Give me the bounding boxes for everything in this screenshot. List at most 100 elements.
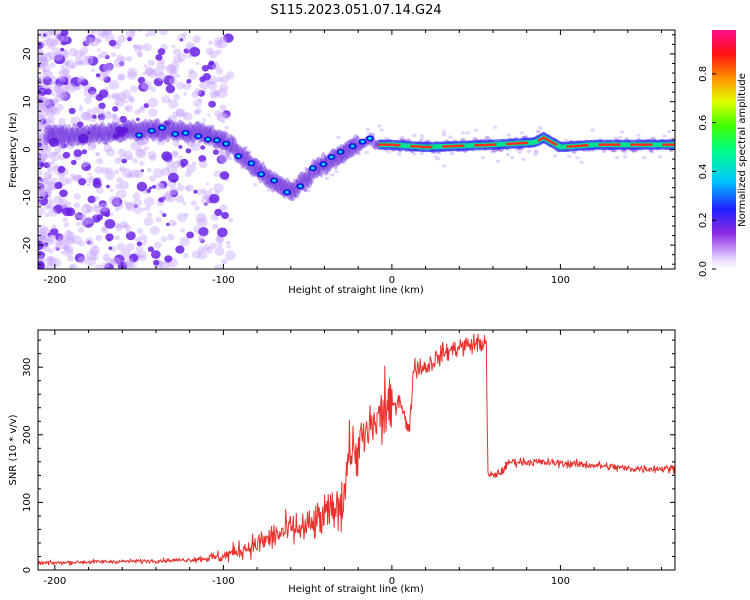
noise-blob: [40, 162, 45, 167]
noise-blob: [210, 80, 215, 85]
noise-blob: [78, 214, 86, 222]
noise-blob: [127, 67, 138, 78]
snr-series-line: [38, 333, 675, 566]
noise-blob: [180, 158, 189, 167]
noise-blob: [146, 188, 151, 193]
noise-blob: [127, 155, 134, 161]
noise-blob: [47, 234, 56, 242]
noise-blob: [195, 61, 200, 66]
y-tick-label: 300: [22, 358, 33, 377]
noise-blob: [82, 40, 90, 47]
noise-blob: [70, 77, 82, 87]
noise-blob: [193, 189, 198, 194]
ridge-halo: [190, 124, 198, 144]
spectrogram-y-ticks: -20 -10 0 10 20: [22, 34, 675, 265]
noise-blob: [186, 79, 192, 84]
noise-blob: [73, 149, 83, 158]
noise-blob: [51, 224, 57, 230]
noise-blob: [46, 236, 54, 243]
noise-blob: [331, 148, 336, 153]
noise-blob: [168, 77, 177, 85]
x-tick-label: 100: [551, 576, 570, 587]
noise-blob: [252, 157, 258, 161]
noise-blob: [110, 52, 117, 58]
noise-blob: [60, 35, 69, 43]
noise-blob: [215, 49, 222, 55]
noise-blob: [144, 67, 155, 76]
noise-blob: [82, 55, 94, 66]
noise-blob: [52, 85, 62, 94]
noise-blob: [177, 182, 181, 186]
noise-blob: [117, 34, 127, 44]
noise-blob: [62, 151, 71, 159]
noise-blob: [112, 106, 119, 112]
noise-blob: [213, 183, 224, 193]
noise-blob: [113, 58, 125, 68]
noise-blob: [110, 260, 117, 266]
ridge-halo: [45, 124, 52, 144]
noise-blob: [115, 183, 122, 190]
noise-blob: [58, 75, 64, 80]
ridge-halo: [47, 124, 54, 144]
noise-blob: [38, 87, 47, 97]
noise-blob: [198, 155, 207, 163]
noise-blob: [266, 188, 271, 192]
noise-blob: [143, 103, 149, 109]
noise-blob: [132, 158, 139, 164]
noise-blob: [228, 156, 233, 160]
noise-blob: [147, 246, 154, 252]
noise-blob: [114, 157, 122, 164]
noise-blob: [46, 255, 54, 262]
noise-blob: [182, 252, 189, 259]
colorbar-tick-label: 0.4: [698, 163, 709, 179]
ridge-halo: [265, 169, 273, 189]
noise-blob: [98, 89, 109, 99]
noise-blob: [161, 95, 171, 104]
ridge-spot-core: [350, 144, 355, 148]
ridge-halo: [59, 125, 66, 145]
noise-blob: [39, 152, 49, 161]
ridge-halo: [43, 126, 50, 146]
noise-blob: [226, 244, 231, 249]
noise-blob: [144, 197, 155, 207]
noise-blob: [122, 223, 128, 229]
noise-blob: [58, 198, 63, 203]
ridge-halo: [261, 166, 268, 186]
noise-blob: [72, 174, 80, 182]
noise-blob: [42, 69, 47, 73]
ridge-halo: [287, 181, 295, 201]
noise-blob: [145, 33, 149, 38]
noise-blob: [38, 152, 42, 159]
noise-blob: [171, 44, 176, 48]
noise-blob: [256, 167, 262, 171]
noise-blob: [95, 73, 101, 78]
noise-blob: [98, 102, 106, 110]
ridge-halo: [372, 140, 380, 151]
noise-blob: [43, 124, 47, 128]
noise-blob: [80, 219, 89, 227]
noise-blob: [40, 57, 48, 64]
noise-blob: [41, 186, 52, 195]
noise-blob: [43, 106, 47, 111]
noise-blob: [173, 55, 182, 63]
noise-blob: [213, 170, 222, 178]
noise-blob: [173, 93, 181, 101]
noise-blob: [96, 48, 101, 52]
noise-blob: [89, 245, 100, 256]
noise-blob: [96, 214, 103, 221]
noise-blob: [104, 86, 109, 91]
noise-blob: [52, 108, 61, 116]
ridge-halo: [154, 118, 161, 138]
noise-blob: [134, 169, 144, 179]
noise-blob: [59, 189, 68, 198]
noise-blob: [77, 61, 82, 65]
noise-blob: [448, 135, 453, 139]
noise-blob: [307, 177, 312, 181]
noise-blob: [216, 68, 224, 75]
noise-blob: [89, 248, 99, 257]
noise-blob: [205, 47, 214, 55]
noise-blob: [178, 155, 183, 159]
noise-blob: [198, 234, 205, 241]
noise-blob: [38, 251, 45, 260]
noise-blob: [111, 116, 121, 125]
